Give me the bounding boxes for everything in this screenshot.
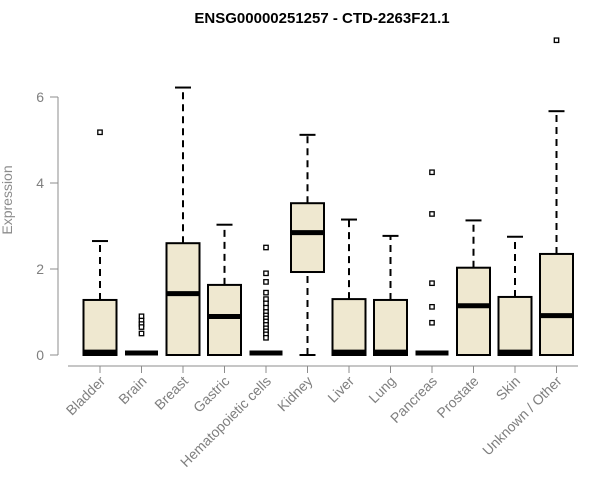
outlier-point	[138, 324, 145, 330]
outlier-point	[263, 244, 269, 251]
y-tick-label: 0	[36, 347, 44, 363]
outlier-point	[429, 280, 435, 287]
box-prostate	[456, 219, 491, 356]
outlier-point	[263, 270, 269, 277]
outlier-point	[429, 169, 435, 176]
box-kidney	[290, 133, 325, 356]
box-hematopoietic-cells	[249, 244, 283, 356]
y-tick-label: 4	[36, 175, 44, 191]
outlier-point	[429, 303, 435, 310]
outlier-point	[263, 279, 269, 285]
iqr-box	[331, 298, 367, 357]
outlier-point	[429, 319, 435, 326]
iqr-box	[373, 298, 408, 356]
iqr-box	[539, 252, 574, 356]
x-tick-label: Lung	[365, 373, 398, 406]
x-tick-label: Bladder	[63, 373, 109, 419]
outlier-point	[138, 330, 145, 337]
iqr-box	[290, 202, 325, 274]
box-bladder	[82, 129, 118, 356]
x-tick-label: Liver	[324, 373, 357, 406]
x-tick-label: Unknown / Other	[479, 373, 565, 459]
outlier-point	[97, 129, 103, 136]
iqr-box	[82, 298, 118, 356]
x-tick-label: Brain	[115, 373, 149, 407]
iqr-box	[456, 266, 491, 356]
plot-area	[82, 37, 574, 357]
y-axis: 0 2 4 6	[36, 89, 59, 363]
y-tick-label: 2	[36, 261, 44, 277]
x-tick-label: Prostate	[433, 373, 481, 421]
x-tick-label: Skin	[493, 373, 524, 404]
box-gastric	[207, 223, 242, 356]
box-brain	[125, 313, 158, 356]
iqr-box	[497, 295, 533, 357]
box-unknown-other	[539, 37, 574, 356]
box-liver	[331, 218, 367, 357]
iqr-box	[165, 242, 201, 356]
y-axis-label: Expression	[0, 165, 15, 234]
outlier-point	[553, 37, 560, 44]
box-breast	[165, 86, 201, 356]
outlier-point	[263, 334, 269, 341]
x-tick-label: Kidney	[274, 373, 316, 415]
outlier-point	[263, 289, 269, 296]
x-tick-label: Breast	[151, 373, 191, 413]
box-skin	[497, 235, 533, 357]
box-pancreas	[415, 169, 449, 356]
y-tick-label: 6	[36, 89, 44, 105]
outlier-point	[429, 211, 435, 217]
iqr-box	[207, 283, 242, 356]
box-lung	[373, 234, 408, 356]
chart-title: ENSG00000251257 - CTD-2263F21.1	[194, 10, 449, 27]
